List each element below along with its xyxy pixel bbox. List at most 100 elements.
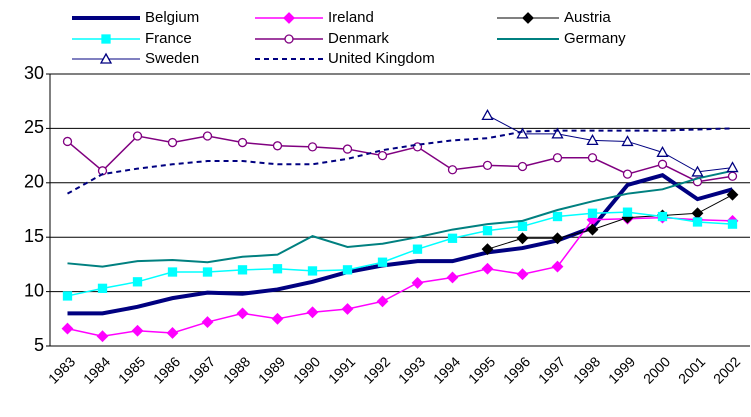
marker (552, 211, 563, 222)
x-tick-label: 2002 (710, 353, 743, 386)
marker (657, 211, 668, 222)
marker (482, 226, 493, 236)
marker (237, 137, 248, 148)
series-line (67, 169, 733, 268)
series-line (487, 114, 733, 173)
marker (586, 223, 599, 236)
x-tick-label: 2001 (675, 353, 708, 386)
marker (551, 260, 564, 273)
marker (377, 257, 388, 267)
marker (621, 135, 634, 147)
marker (726, 188, 739, 201)
marker (727, 219, 738, 229)
marker (341, 303, 354, 315)
marker (482, 160, 493, 171)
x-tick-label: 1989 (255, 353, 288, 386)
marker (551, 127, 564, 139)
legend-label: Austria (564, 9, 611, 26)
legend-label: United Kingdom (328, 50, 435, 67)
legend-label: Denmark (328, 30, 389, 47)
marker (167, 267, 178, 277)
marker (656, 145, 669, 157)
marker (622, 169, 633, 179)
marker (376, 295, 389, 308)
marker (552, 153, 563, 163)
marker (481, 109, 494, 120)
marker (726, 161, 739, 173)
marker (307, 142, 318, 152)
x-tick-label: 1985 (115, 353, 148, 386)
x-tick-label: 1984 (80, 353, 113, 386)
marker (446, 271, 459, 284)
marker (101, 34, 111, 44)
marker (202, 131, 213, 141)
x-tick-label: 1999 (605, 353, 638, 386)
marker (727, 171, 738, 181)
marker (587, 153, 598, 163)
marker (61, 322, 74, 335)
marker (447, 233, 458, 243)
y-tick-label: 20 (24, 172, 44, 192)
x-tick-label: 1983 (45, 353, 78, 386)
marker (481, 243, 494, 256)
y-tick-label: 30 (24, 63, 44, 83)
marker (342, 144, 353, 154)
legend-label: France (145, 30, 192, 47)
marker (131, 324, 144, 337)
marker (132, 277, 143, 287)
legend: Belgium Ireland Austria France Denmark German… (72, 9, 626, 67)
x-tick-label: 1991 (325, 353, 358, 386)
marker (377, 150, 388, 161)
legend-label: Germany (564, 30, 626, 47)
marker (284, 34, 294, 44)
marker (412, 142, 423, 152)
x-tick-label: 1986 (150, 353, 183, 386)
marker (236, 307, 249, 320)
x-tick-label: 1987 (185, 353, 218, 386)
marker (167, 137, 178, 148)
marker (166, 327, 179, 339)
marker (517, 221, 528, 231)
marker (99, 52, 113, 64)
marker (517, 161, 528, 172)
marker (691, 207, 704, 220)
x-tick-label: 1988 (220, 353, 253, 386)
marker (412, 244, 423, 254)
x-tick-label: 1990 (290, 353, 323, 386)
marker (691, 165, 704, 177)
x-tick-label: 1993 (395, 353, 428, 386)
marker (272, 141, 283, 151)
x-tick-label: 1995 (465, 353, 498, 386)
marker (657, 159, 668, 169)
series-line (67, 211, 733, 297)
marker (62, 291, 73, 301)
marker (586, 134, 599, 146)
marker (307, 266, 318, 276)
marker (342, 265, 353, 275)
marker (201, 316, 214, 328)
x-tick-label: 1997 (535, 353, 568, 386)
marker (271, 312, 284, 325)
marker (516, 232, 529, 245)
marker (447, 165, 458, 175)
marker (202, 267, 213, 277)
marker (237, 265, 248, 275)
x-tick-label: 1998 (570, 353, 603, 386)
series-line (67, 216, 733, 337)
x-tick-label: 1992 (360, 353, 393, 386)
marker (132, 131, 143, 141)
marker (622, 207, 633, 217)
marker (306, 306, 319, 319)
marker (692, 217, 703, 227)
y-tick-label: 5 (34, 335, 44, 355)
marker (411, 276, 424, 289)
series-line (67, 173, 734, 316)
x-tick-label: 1996 (500, 353, 533, 386)
legend-label: Belgium (145, 9, 199, 26)
marker (551, 232, 564, 245)
legend-label: Sweden (145, 50, 199, 67)
y-tick-label: 10 (24, 280, 44, 300)
series-line (67, 135, 733, 183)
marker (587, 208, 598, 218)
